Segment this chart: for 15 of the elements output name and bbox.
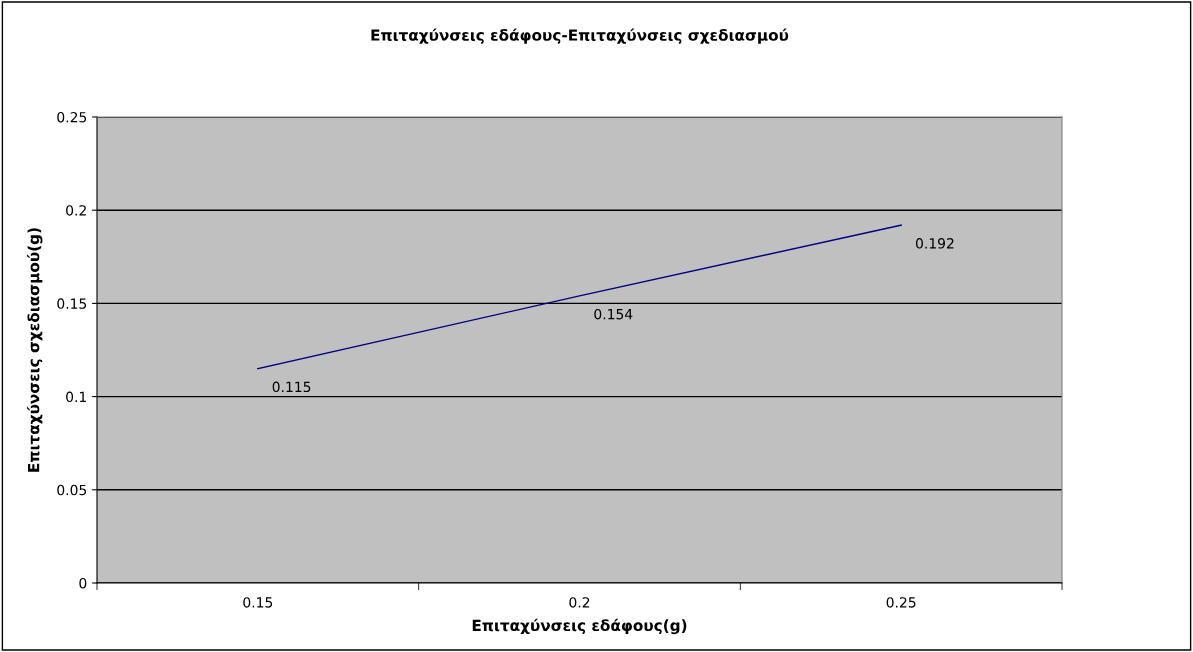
x-axis-title: Επιταχύνσεις εδάφους(g)	[472, 618, 687, 635]
chart-title: Επιταχύνσεις εδάφους-Επιταχύνσεις σχεδιασμού	[371, 28, 789, 44]
y-tick-label: 0.1	[66, 391, 86, 403]
y-tick-label: 0.2	[66, 205, 86, 216]
y-axis-title: Επιταχύνσεις σχεδιασμού(g)	[26, 228, 43, 472]
x-tick-label: 0.2	[569, 597, 590, 608]
data-label: 0.115	[272, 381, 311, 393]
data-label: 0.192	[915, 238, 954, 249]
y-tick-label: 0.05	[57, 484, 87, 496]
y-tick-label: 0.25	[57, 111, 87, 123]
x-tick-label: 0.25	[886, 597, 916, 608]
x-tick-label: 0.15	[243, 597, 273, 608]
y-tick-label: 0	[79, 577, 87, 589]
data-label: 0.154	[594, 308, 633, 320]
y-tick-label: 0.15	[57, 298, 87, 309]
